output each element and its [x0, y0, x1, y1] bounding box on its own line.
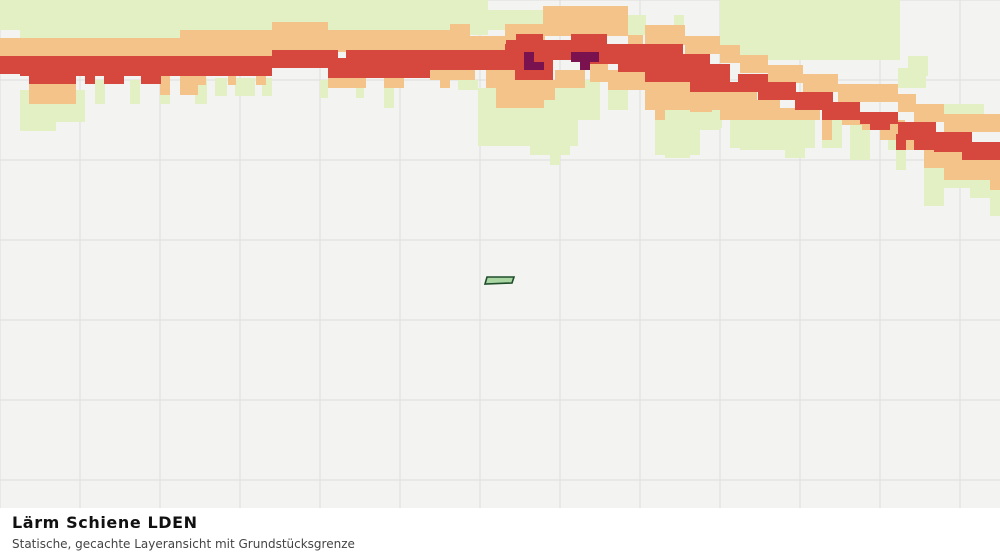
- noise-band-max: [524, 52, 599, 70]
- noise-band-medium: [0, 6, 1000, 190]
- noise-cell-medium: [180, 30, 272, 56]
- noise-cell-low: [130, 80, 140, 104]
- noise-cell-medium: [160, 75, 170, 95]
- noise-cell-max: [524, 52, 534, 70]
- noise-cell-low: [908, 56, 928, 76]
- noise-cell-max: [571, 52, 599, 62]
- noise-cell-low: [384, 88, 394, 108]
- noise-cell-medium: [645, 25, 685, 45]
- layer-title: Lärm Schiene LDEN: [12, 513, 198, 532]
- noise-cell-low: [740, 125, 785, 150]
- noise-cell-medium: [180, 75, 198, 95]
- noise-cell-low: [674, 15, 684, 30]
- noise-cell-medium: [328, 78, 366, 88]
- noise-cell-medium: [904, 140, 914, 150]
- noise-cell-medium: [720, 45, 740, 63]
- noise-map-canvas: [0, 0, 1000, 508]
- noise-cell-medium: [555, 70, 585, 88]
- noise-cell-high: [430, 54, 506, 70]
- noise-cell-low: [970, 180, 995, 198]
- noise-cell-max: [580, 60, 590, 70]
- noise-cell-low: [235, 78, 255, 96]
- map-view[interactable]: [0, 0, 1000, 508]
- noise-cell-high: [328, 68, 430, 78]
- noise-cell-medium: [720, 100, 740, 120]
- noise-cell-low: [628, 15, 646, 35]
- noise-cell-high: [896, 134, 906, 150]
- noise-cell-medium: [914, 104, 944, 122]
- noise-cell-medium: [590, 62, 608, 82]
- noise-cell-medium: [468, 36, 510, 54]
- noise-cell-low: [880, 10, 900, 55]
- noise-cell-high: [29, 74, 76, 84]
- noise-band-high: [0, 34, 1000, 160]
- noise-cell-high: [710, 82, 760, 92]
- layer-caption: Lärm Schiene LDEN Statische, gecachte La…: [0, 508, 1000, 560]
- noise-cell-medium: [768, 65, 803, 83]
- noise-cell-high: [141, 74, 161, 84]
- noise-cell-medium: [450, 24, 470, 40]
- noise-cell-medium: [198, 75, 206, 85]
- noise-cell-medium: [685, 36, 720, 54]
- noise-cell-medium: [740, 55, 768, 73]
- noise-cell-medium: [770, 108, 820, 120]
- noise-cell-high: [20, 64, 272, 76]
- noise-cell-medium: [384, 78, 404, 88]
- noise-cell-high: [970, 142, 1000, 160]
- noise-cell-medium: [655, 100, 665, 120]
- noise-cell-low: [785, 130, 805, 158]
- noise-cell-low: [20, 0, 180, 40]
- noise-cell-low: [720, 0, 820, 10]
- noise-cell-medium: [608, 70, 646, 90]
- noise-cell-medium: [990, 170, 1000, 190]
- noise-cell-high: [516, 34, 543, 44]
- noise-cell-max: [524, 62, 544, 70]
- noise-cell-low: [665, 130, 690, 158]
- noise-cell-medium: [0, 38, 180, 58]
- noise-cell-medium: [898, 94, 916, 112]
- noise-cell-high: [571, 34, 607, 44]
- noise-cell-high: [85, 74, 95, 84]
- noise-cell-low: [320, 80, 328, 98]
- noise-cell-high: [916, 140, 964, 150]
- noise-cell-medium: [543, 6, 628, 36]
- parcel-boundary[interactable]: [483, 276, 516, 285]
- noise-cell-low: [356, 80, 364, 98]
- noise-cell-high: [758, 82, 796, 100]
- noise-cell-low: [860, 0, 900, 12]
- noise-cell-low: [20, 100, 56, 131]
- noise-cell-low: [550, 140, 560, 165]
- noise-cell-medium: [29, 84, 76, 104]
- noise-cell-low: [578, 110, 598, 120]
- noise-cell-low: [215, 78, 227, 96]
- noise-cell-high: [104, 74, 124, 84]
- layer-subtitle: Statische, gecachte Layeransicht mit Gru…: [12, 537, 355, 551]
- noise-cell-medium: [862, 120, 872, 130]
- noise-cell-medium: [516, 88, 540, 108]
- noise-cell-low: [95, 80, 105, 104]
- noise-cell-medium: [328, 30, 468, 52]
- noise-cell-high: [272, 50, 338, 68]
- noise-cell-medium: [540, 80, 555, 100]
- noise-cell-low: [990, 188, 1000, 216]
- noise-cell-medium: [803, 74, 838, 92]
- noise-cell-medium: [690, 90, 712, 112]
- noise-cell-high: [898, 122, 936, 140]
- noise-cell-medium: [838, 84, 898, 102]
- noise-cell-medium: [822, 120, 832, 140]
- noise-cell-low: [924, 170, 944, 206]
- noise-cell-medium: [430, 68, 475, 80]
- noise-cell-medium: [440, 78, 450, 88]
- noise-cell-low: [896, 145, 906, 170]
- noise-cell-high: [870, 120, 890, 130]
- noise-cell-low: [262, 78, 272, 96]
- noise-cell-high: [822, 102, 860, 120]
- noise-cell-low: [458, 80, 478, 90]
- noise-cell-medium: [645, 82, 690, 110]
- noise-cell-medium: [256, 75, 266, 85]
- noise-cell-medium: [272, 22, 328, 50]
- noise-cell-medium: [944, 114, 1000, 132]
- noise-cell-medium: [628, 35, 643, 45]
- noise-cell-medium: [228, 75, 236, 85]
